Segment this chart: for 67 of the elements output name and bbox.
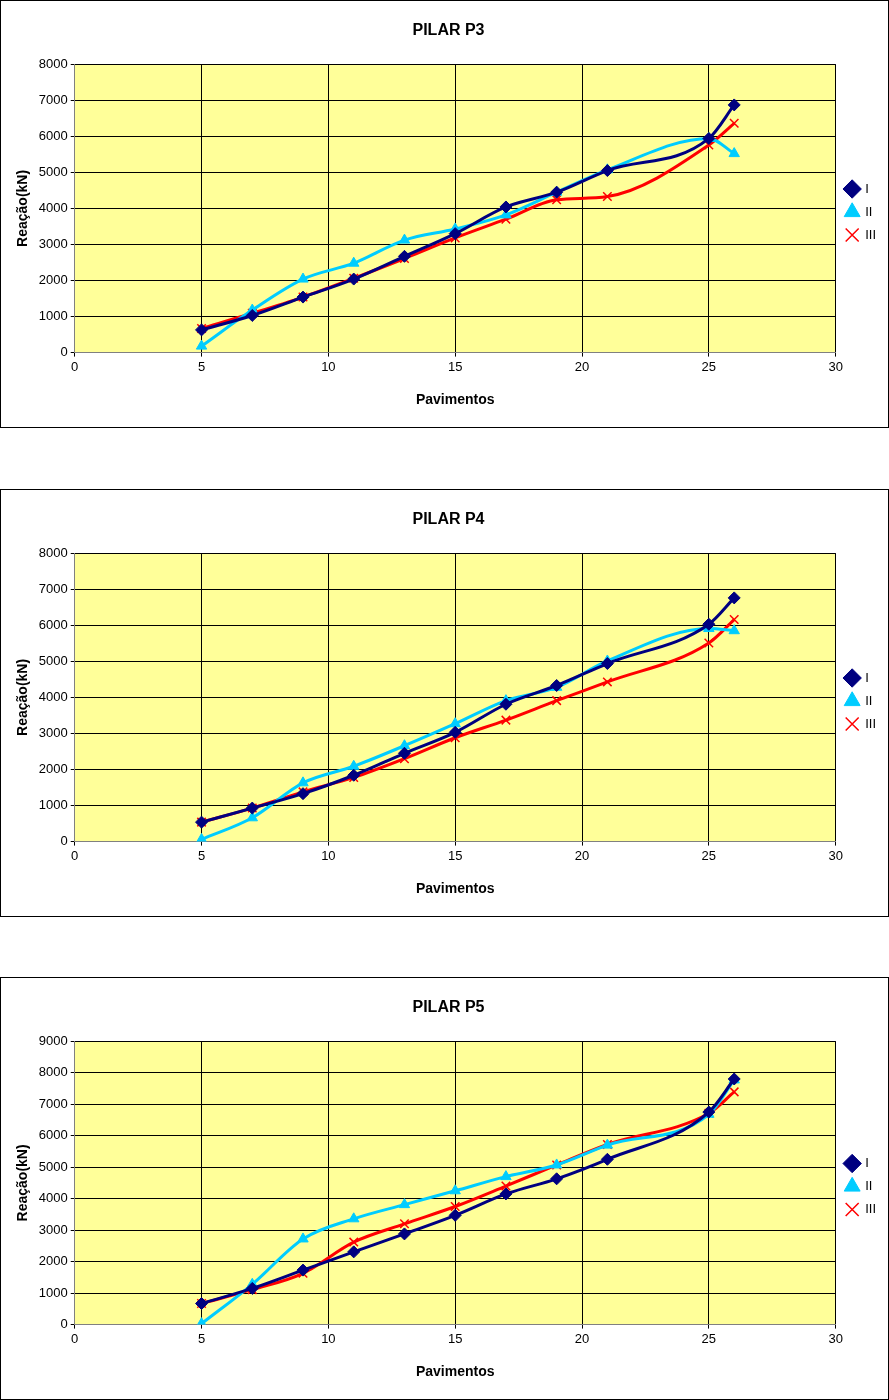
x-tick-label: 20 (574, 1330, 590, 1346)
y-tick-label: 2000 (38, 272, 68, 288)
x-tick-label: 20 (574, 358, 590, 374)
x-tick-label: 15 (447, 1330, 463, 1346)
legend-label: III (865, 226, 877, 242)
x-tick-label: 15 (447, 847, 463, 863)
legend-label: I (865, 1155, 869, 1171)
x-tick-label: 30 (828, 358, 843, 374)
y-tick-label: 8000 (38, 544, 68, 560)
x-tick-label: 10 (321, 1330, 336, 1346)
y-tick-label: 8000 (38, 1064, 68, 1080)
legend-label: I (865, 669, 869, 685)
y-tick-label: 0 (60, 833, 68, 849)
x-axis-title: Pavimentos (415, 1363, 495, 1380)
x-tick-label: 25 (701, 358, 717, 374)
x-tick-label: 0 (71, 1330, 79, 1346)
x-tick-label: 30 (828, 847, 843, 863)
y-axis-title: Reação(kN) (14, 658, 31, 736)
y-tick-label: 6000 (38, 1127, 68, 1143)
y-tick-label: 9000 (38, 1032, 68, 1048)
y-axis-title: Reação(kN) (14, 169, 31, 247)
x-axis-title: Pavimentos (415, 391, 495, 408)
x-tick-label: 25 (701, 847, 717, 863)
y-tick-label: 7000 (38, 1095, 68, 1111)
x-tick-label: 20 (574, 847, 590, 863)
y-tick-label: 2000 (38, 761, 68, 777)
legend-label: III (865, 1201, 877, 1217)
x-tick-label: 30 (828, 1330, 843, 1346)
chart-title: PILAR P4 (412, 510, 485, 528)
chart-title: PILAR P3 (412, 21, 485, 39)
y-tick-label: 7000 (38, 91, 68, 107)
x-tick-label: 5 (197, 358, 206, 374)
legend-label: II (865, 1178, 873, 1194)
y-tick-label: 1000 (38, 797, 68, 813)
y-tick-label: 1000 (38, 308, 68, 324)
x-tick-label: 5 (197, 847, 206, 863)
y-tick-label: 4000 (38, 199, 68, 215)
legend-label: II (865, 203, 873, 219)
legend-label: II (865, 692, 873, 708)
y-tick-label: 4000 (38, 688, 68, 704)
y-tick-label: 3000 (38, 1221, 68, 1237)
y-tick-label: 5000 (38, 652, 68, 668)
y-tick-label: 2000 (38, 1253, 68, 1269)
x-tick-label: 25 (701, 1330, 717, 1346)
y-tick-label: 6000 (38, 616, 68, 632)
y-tick-label: 5000 (38, 1158, 68, 1174)
y-tick-label: 1000 (38, 1284, 68, 1300)
y-tick-label: 4000 (38, 1190, 68, 1206)
y-tick-label: 7000 (38, 580, 68, 596)
x-axis-title: Pavimentos (415, 880, 495, 897)
y-tick-label: 3000 (38, 725, 68, 741)
x-tick-label: 10 (321, 847, 336, 863)
legend-label: III (865, 715, 877, 731)
x-tick-label: 0 (71, 847, 79, 863)
y-axis-title: Reação(kN) (14, 1144, 31, 1222)
y-tick-label: 6000 (38, 127, 68, 143)
y-tick-label: 5000 (38, 163, 68, 179)
x-tick-label: 5 (197, 1330, 206, 1346)
chart-title: PILAR P5 (412, 998, 485, 1016)
y-tick-label: 0 (60, 344, 68, 360)
y-tick-label: 0 (60, 1316, 68, 1332)
x-tick-label: 0 (71, 358, 79, 374)
legend-label: I (865, 180, 869, 196)
x-tick-label: 10 (321, 358, 336, 374)
y-tick-label: 8000 (38, 55, 68, 71)
x-tick-label: 15 (447, 358, 463, 374)
y-tick-label: 3000 (38, 236, 68, 252)
